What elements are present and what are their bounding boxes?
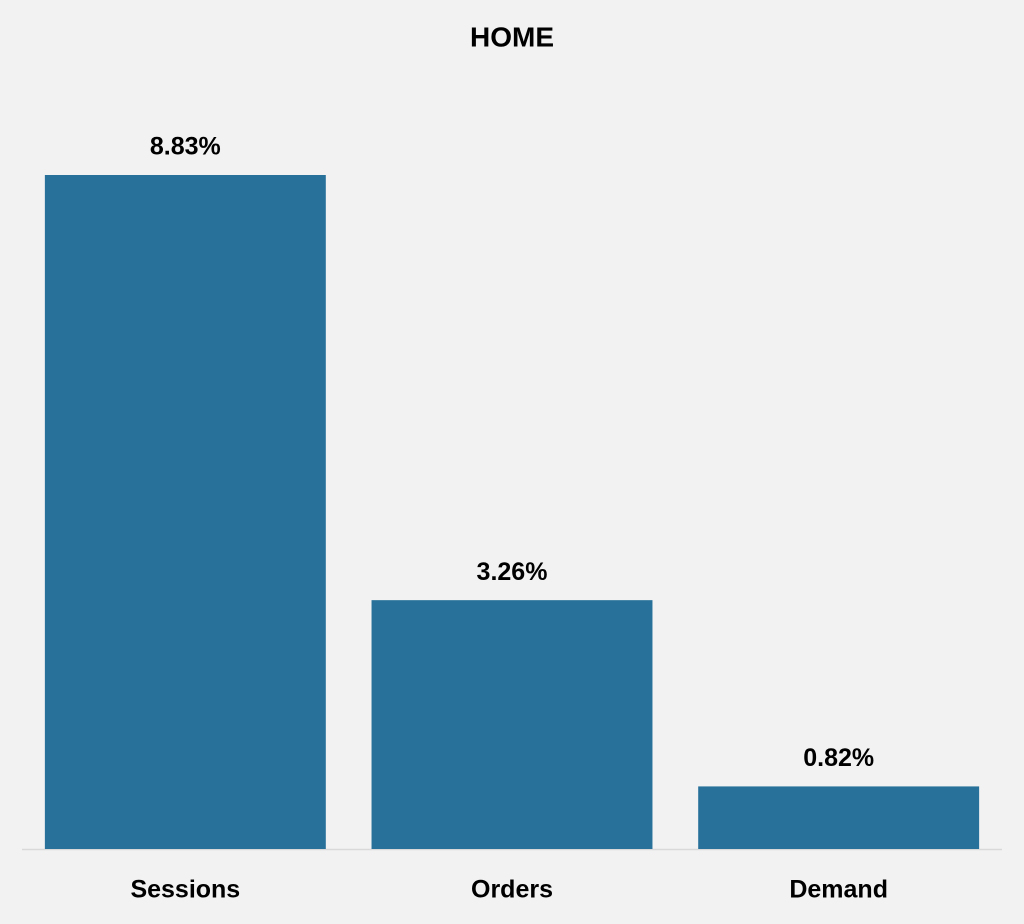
bar [44,175,326,849]
x-tick-label: Sessions [130,876,240,904]
bar [371,600,653,849]
x-tick-label: Orders [471,876,553,904]
data-label: 8.83% [150,133,221,161]
data-label: 0.82% [803,744,874,772]
data-label: 3.26% [477,558,548,586]
chart-title: HOME [470,21,554,52]
bar [698,786,980,849]
x-tick-label: Demand [789,876,888,904]
